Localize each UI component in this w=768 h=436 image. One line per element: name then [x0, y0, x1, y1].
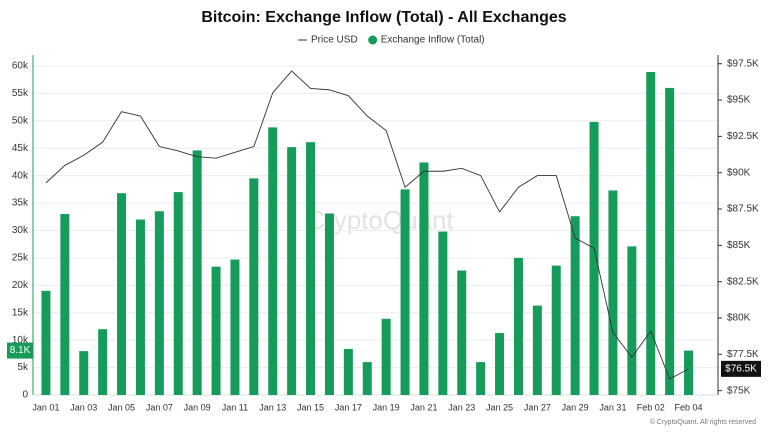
y2-tick-label: $82.5K: [727, 276, 759, 287]
bar: [665, 87, 675, 395]
bar: [343, 348, 353, 395]
bar: [362, 362, 372, 395]
bar: [230, 259, 240, 395]
y-tick-label: 35k: [12, 198, 29, 209]
bar: [192, 150, 202, 395]
x-tick-label: Jan 21: [410, 402, 437, 412]
bar: [117, 193, 127, 395]
last-value-label: 8.1K: [10, 345, 31, 356]
bar: [287, 147, 297, 395]
bar: [457, 270, 467, 395]
y-tick-label: 50k: [12, 115, 29, 126]
y-tick-label: 20k: [12, 280, 29, 291]
y2-tick-label: $92.5K: [727, 131, 759, 142]
bar: [419, 162, 429, 395]
y-tick-label: 25k: [12, 253, 29, 264]
bar: [173, 192, 183, 395]
chart-title: Bitcoin: Exchange Inflow (Total) - All E…: [201, 9, 566, 26]
last-value-badge: [721, 360, 761, 377]
x-tick-label: Jan 19: [373, 402, 400, 412]
bar: [513, 257, 523, 395]
bar: [570, 216, 580, 395]
y-tick-label: 15k: [12, 307, 29, 318]
bar: [324, 213, 334, 395]
x-tick-label: Jan 11: [222, 402, 248, 412]
y-tick-label: 30k: [12, 225, 29, 236]
bar: [154, 211, 164, 395]
bar: [495, 333, 505, 395]
bar: [608, 190, 618, 395]
y-tick-label: 45k: [12, 143, 29, 154]
bar: [135, 219, 145, 395]
footer: © CryptoQuant. All rights reserved: [650, 418, 756, 426]
x-tick-label: Jan 01: [32, 402, 59, 412]
x-tick-label: Feb 02: [637, 402, 665, 412]
bar: [211, 266, 221, 395]
bar: [306, 142, 316, 395]
y2-tick-label: $95K: [727, 95, 751, 106]
y2-tick-label: $90K: [727, 167, 751, 178]
y-tick-label: 60k: [12, 61, 29, 72]
legend-label: Price USD: [311, 35, 358, 46]
bar: [268, 127, 278, 396]
x-tick-label: Jan 23: [448, 402, 475, 412]
x-tick-label: Jan 05: [108, 402, 135, 412]
y2-tick-label: $80K: [727, 313, 751, 324]
y2-tick-label: $77.5K: [727, 349, 759, 360]
x-tick-label: Jan 03: [70, 402, 97, 412]
x-tick-label: Jan 07: [146, 402, 173, 412]
bar: [627, 246, 637, 395]
x-tick-label: Jan 31: [599, 402, 626, 412]
y-tick-label: 10k: [12, 335, 29, 346]
bar: [400, 189, 410, 395]
bar: [476, 362, 486, 395]
y-tick-label: 5k: [17, 362, 29, 373]
price-line: [45, 70, 689, 380]
y-tick-label: 0: [22, 390, 28, 401]
legend-label: Exchange Inflow (Total): [381, 35, 485, 46]
x-tick-label: Jan 25: [486, 402, 513, 412]
bar: [684, 350, 694, 395]
y2-tick-label: $87.5K: [727, 204, 759, 215]
x-tick-label: Jan 17: [335, 402, 362, 412]
bar: [98, 329, 108, 395]
bar: [646, 72, 656, 395]
bar: [438, 231, 448, 395]
x-tick-label: Jan 09: [184, 402, 211, 412]
grid: [33, 65, 718, 396]
bar: [551, 265, 561, 395]
y2-tick-label: $97.5K: [727, 58, 759, 69]
bar: [79, 351, 89, 395]
y2-tick-label: $85K: [727, 240, 751, 251]
y-tick-label: 55k: [12, 88, 29, 99]
x-tick-label: Jan 29: [562, 402, 589, 412]
legend-dot: [368, 35, 378, 45]
x-tick-label: Jan 13: [259, 402, 286, 412]
y-tick-label: 40k: [12, 170, 29, 181]
last-value-label: $76.5K: [725, 363, 757, 374]
x-tick-label: Feb 04: [675, 402, 703, 412]
x-tick-label: Jan 27: [524, 402, 551, 412]
bar: [249, 178, 259, 395]
x-tick-label: Jan 15: [297, 402, 324, 412]
last-value-badge: [7, 342, 33, 359]
bar: [589, 121, 599, 395]
bar: [532, 305, 542, 395]
bar: [60, 214, 70, 395]
bar: [41, 290, 51, 395]
bar: [381, 318, 391, 395]
y2-tick-label: $75K: [727, 385, 751, 396]
